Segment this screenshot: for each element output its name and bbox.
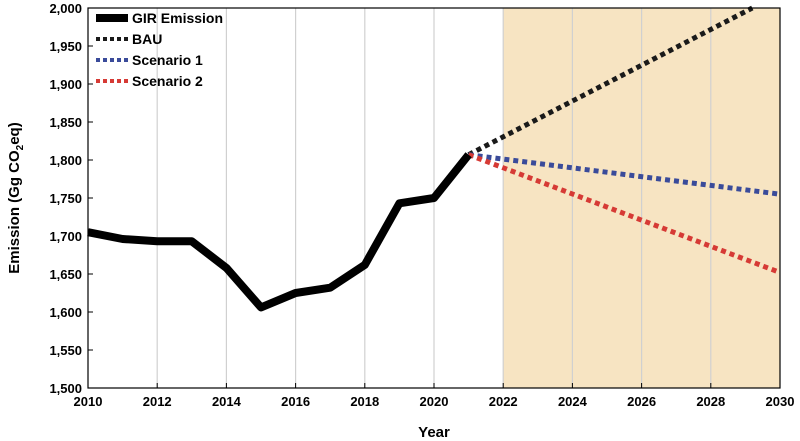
x-tick-label: 2016 — [281, 394, 310, 409]
y-tick-label: 1,650 — [49, 267, 82, 282]
y-tick-label: 2,000 — [49, 1, 82, 16]
x-tick-label: 2018 — [350, 394, 379, 409]
y-tick-label: 1,500 — [49, 381, 82, 396]
legend-label-bau: BAU — [132, 31, 162, 47]
y-axis-label-end: eq) — [6, 122, 23, 145]
y-tick-label: 1,950 — [49, 39, 82, 54]
y-tick-label: 1,800 — [49, 153, 82, 168]
vertical-gridlines — [156, 8, 712, 388]
y-axis-label-main: Emission (Gg CO — [6, 150, 23, 274]
x-tick-label: 2024 — [558, 394, 588, 409]
legend-label-scenario-1: Scenario 1 — [132, 52, 203, 68]
x-tick-label: 2026 — [627, 394, 656, 409]
x-tick-label: 2022 — [489, 394, 518, 409]
y-tick-label: 1,700 — [49, 229, 82, 244]
y-axis-label: Emission (Gg CO2eq) — [6, 122, 26, 273]
series-line-gir-emission — [87, 152, 472, 312]
legend-label-scenario-2: Scenario 2 — [132, 73, 203, 89]
series-layer — [87, 5, 781, 312]
y-axis-label-subscript: 2 — [15, 144, 26, 150]
x-axis-label: Year — [418, 424, 450, 441]
y-tick-label: 1,900 — [49, 77, 82, 92]
y-axis-ticks: 1,500 1,550 1,600 1,650 1,700 1,750 1,800 1,850… — [49, 1, 93, 396]
series-line-scenario-2 — [467, 152, 781, 275]
x-tick-label: 2012 — [143, 394, 172, 409]
x-tick-label: 2014 — [212, 394, 242, 409]
legend-label-gir-emission: GIR Emission — [132, 10, 223, 26]
y-tick-label: 1,750 — [49, 191, 82, 206]
y-tick-label: 1,550 — [49, 343, 82, 358]
y-tick-label: 1,600 — [49, 305, 82, 320]
x-tick-label: 2028 — [696, 394, 725, 409]
x-axis-ticks: 2010 2012 2014 2016 2018 2020 2022 2024 2026 2028… — [74, 383, 795, 409]
x-tick-label: 2030 — [766, 394, 795, 409]
series-line-scenario-1 — [468, 152, 781, 197]
y-tick-label: 1,850 — [49, 115, 82, 130]
legend: GIR Emission BAU Scenario 1 Scenario 2 — [96, 10, 223, 89]
x-tick-label: 2010 — [74, 394, 103, 409]
x-tick-label: 2020 — [420, 394, 449, 409]
